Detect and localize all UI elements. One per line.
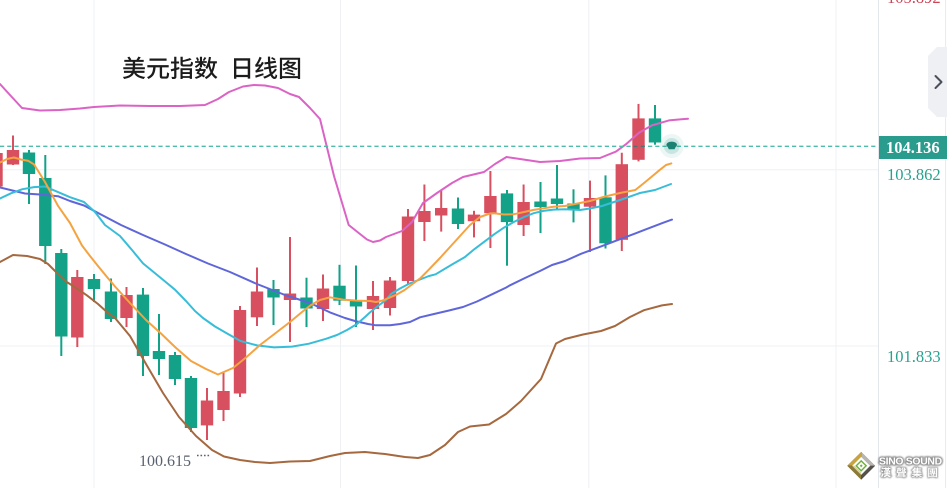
svg-text:SINO SOUND: SINO SOUND xyxy=(879,457,943,468)
svg-text:SINO SOUND: SINO SOUND xyxy=(879,457,943,468)
